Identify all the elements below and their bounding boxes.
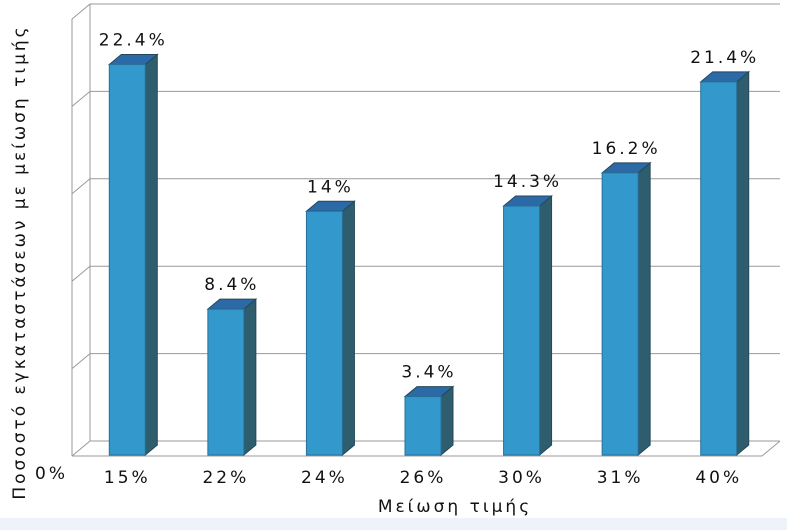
grid-line bbox=[71, 90, 780, 107]
value-label: 21.4% bbox=[690, 48, 759, 68]
bar bbox=[305, 210, 343, 456]
bar-side bbox=[539, 194, 553, 457]
grid-line bbox=[71, 3, 780, 20]
bar bbox=[700, 81, 738, 456]
x-axis-label: Μείωση τιμής bbox=[378, 497, 532, 517]
x-tick-label: 15% bbox=[104, 468, 151, 488]
grid-line bbox=[71, 178, 780, 195]
bar-side bbox=[243, 298, 257, 457]
value-label: 22.4% bbox=[99, 30, 168, 50]
bar-side bbox=[440, 385, 454, 457]
value-label: 8.4% bbox=[204, 275, 259, 295]
y-axis-label: Ποσοστό εγκαταστάσεων με μείωση τιμής bbox=[10, 24, 30, 499]
x-tick-label: 24% bbox=[301, 468, 348, 488]
bar bbox=[404, 396, 442, 456]
bar bbox=[207, 308, 245, 456]
bar-side bbox=[736, 70, 750, 457]
floor-right bbox=[761, 440, 781, 457]
bar bbox=[503, 205, 541, 456]
bar bbox=[601, 172, 639, 456]
x-tick-label: 40% bbox=[695, 468, 742, 488]
bar-side bbox=[144, 53, 158, 457]
grid-line bbox=[71, 265, 780, 282]
x-tick-label: 26% bbox=[400, 468, 447, 488]
value-label: 14% bbox=[307, 177, 354, 197]
bottom-strip bbox=[0, 518, 787, 530]
value-label: 16.2% bbox=[592, 139, 661, 159]
x-tick-label: 31% bbox=[597, 468, 644, 488]
x-tick-label: 22% bbox=[202, 468, 249, 488]
bar-side bbox=[637, 161, 651, 457]
value-label: 14.3% bbox=[493, 172, 562, 192]
value-label: 3.4% bbox=[401, 363, 456, 383]
bar bbox=[108, 63, 146, 456]
x-tick-label: 30% bbox=[498, 468, 545, 488]
bar-side bbox=[341, 200, 355, 457]
y-tick-label: 0% bbox=[35, 464, 68, 484]
